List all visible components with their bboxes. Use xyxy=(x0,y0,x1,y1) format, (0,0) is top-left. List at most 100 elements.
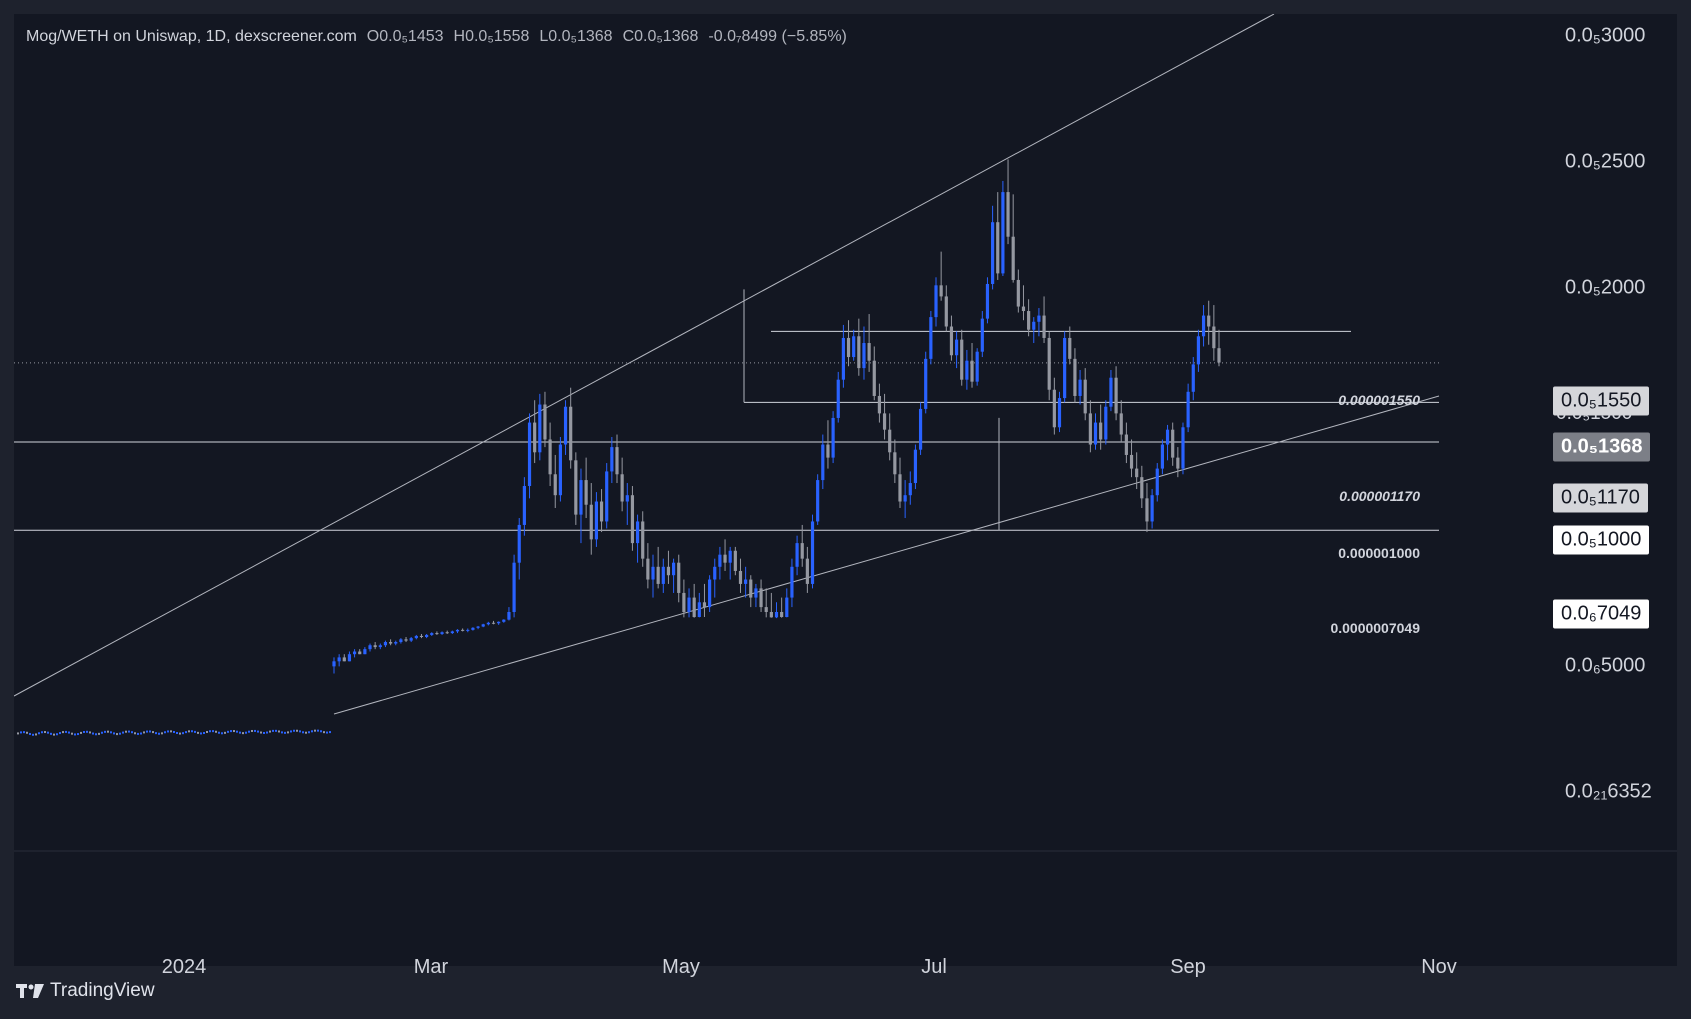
candle xyxy=(230,730,232,733)
candle xyxy=(563,406,568,445)
candle xyxy=(197,731,199,734)
candle xyxy=(293,729,295,732)
candle xyxy=(414,635,418,639)
candle xyxy=(697,602,701,617)
candle xyxy=(373,645,377,648)
candle xyxy=(128,730,130,733)
candle xyxy=(176,732,178,735)
candle xyxy=(329,731,331,734)
price-tick: 0.0₅2000 xyxy=(1565,276,1646,299)
candle xyxy=(435,633,439,635)
candle xyxy=(461,629,465,631)
candle xyxy=(980,318,984,352)
legend-change: -0.0₇8499 (−5.85%) xyxy=(708,28,847,45)
candle xyxy=(450,631,454,634)
candle xyxy=(200,732,202,735)
candle xyxy=(209,730,211,733)
candle xyxy=(1063,337,1067,399)
candle xyxy=(1109,377,1113,407)
candle xyxy=(119,732,121,735)
candle xyxy=(311,730,313,733)
candle xyxy=(164,731,166,734)
candle xyxy=(242,732,244,735)
candle xyxy=(702,602,707,608)
candle xyxy=(77,733,79,736)
candle xyxy=(646,558,650,580)
candle xyxy=(497,621,501,624)
lower-trendline xyxy=(333,395,1440,715)
candle xyxy=(104,730,106,733)
price-tick: 0.0₅3000 xyxy=(1565,24,1646,47)
candle xyxy=(975,351,979,382)
candle xyxy=(455,629,460,632)
candle xyxy=(275,729,277,732)
candle xyxy=(236,730,238,733)
candle xyxy=(137,732,139,735)
candle xyxy=(404,639,408,641)
candle xyxy=(553,474,557,496)
candle xyxy=(305,731,307,734)
price-tick: 0.0₆5000 xyxy=(1565,654,1646,677)
candle xyxy=(173,730,175,733)
price-chart[interactable] xyxy=(14,14,1677,966)
candle xyxy=(527,422,532,487)
candle xyxy=(1171,429,1175,458)
level-label-1170: 0.000001170 xyxy=(1339,488,1420,504)
candle xyxy=(754,588,758,598)
candle xyxy=(47,731,49,734)
chart-frame[interactable]: Mog/WETH on Uniswap, 1D, dexscreener.com… xyxy=(14,14,1677,978)
candle xyxy=(29,732,31,735)
candle xyxy=(723,554,727,563)
candle xyxy=(733,550,737,571)
candle xyxy=(1032,321,1036,330)
candle xyxy=(1088,413,1092,445)
candle xyxy=(718,554,722,567)
candle xyxy=(1073,358,1077,396)
tradingview-brand[interactable]: TradingView xyxy=(16,980,155,1002)
candle xyxy=(155,732,157,735)
candle xyxy=(605,471,609,522)
candle xyxy=(671,562,676,576)
candle xyxy=(1196,336,1201,365)
candle xyxy=(430,633,434,635)
candle xyxy=(26,731,28,734)
candle xyxy=(517,524,521,563)
candle xyxy=(326,731,328,734)
candle xyxy=(882,413,887,430)
candle xyxy=(161,732,163,735)
candle xyxy=(38,732,40,735)
candle xyxy=(224,731,226,734)
candle xyxy=(206,730,208,733)
candle xyxy=(86,730,88,733)
candle xyxy=(774,612,779,618)
candle xyxy=(512,562,516,613)
candle xyxy=(939,285,943,297)
candle xyxy=(641,521,645,559)
candle xyxy=(1099,422,1103,440)
candle xyxy=(1160,444,1164,469)
candle xyxy=(872,360,876,396)
candle xyxy=(1186,391,1190,428)
candle xyxy=(342,657,346,662)
candle xyxy=(299,730,301,733)
chart-legend: Mog/WETH on Uniswap, 1D, dexscreener.com… xyxy=(26,28,847,46)
candle xyxy=(805,558,809,584)
candle xyxy=(810,521,815,584)
candle xyxy=(507,612,511,620)
level-tag-1550: 0.0₅1550 xyxy=(1553,386,1650,416)
candle xyxy=(110,731,112,734)
candle xyxy=(589,504,593,540)
candle xyxy=(929,317,933,359)
candle xyxy=(1165,429,1170,445)
candle xyxy=(257,730,259,733)
candle xyxy=(56,733,58,736)
candle xyxy=(635,521,640,544)
candle xyxy=(821,444,825,481)
candle xyxy=(1021,306,1026,312)
candle xyxy=(949,326,954,356)
candle xyxy=(134,732,136,735)
candle xyxy=(476,626,480,628)
candle xyxy=(744,579,748,584)
candle xyxy=(143,731,145,734)
candle xyxy=(44,731,46,734)
